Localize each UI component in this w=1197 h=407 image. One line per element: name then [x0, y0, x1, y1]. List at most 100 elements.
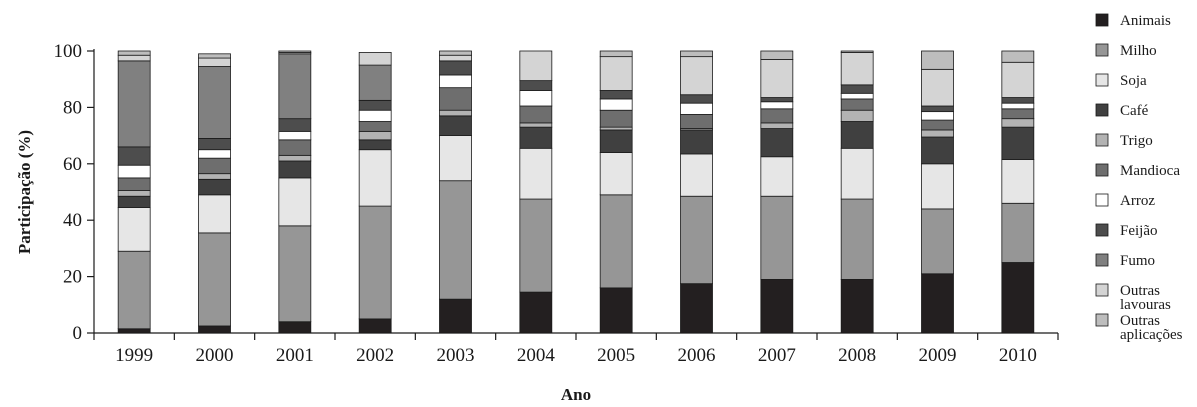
- x-tick-label: 2000: [196, 345, 234, 366]
- chart-bars: [117, 50, 1035, 334]
- bar-segment: [358, 130, 392, 141]
- bar-stack-2003: [439, 50, 472, 334]
- bar-segment: [519, 291, 553, 334]
- bar-segment: [921, 129, 954, 138]
- legend-label: Milho: [1120, 43, 1157, 59]
- bar-segment: [117, 195, 151, 208]
- y-tick-label: 100: [54, 41, 83, 62]
- x-tick-label: 2007: [758, 345, 796, 366]
- bar-segment: [680, 153, 713, 197]
- y-tick-label: 0: [73, 323, 83, 344]
- bar-segment: [117, 60, 151, 148]
- bar-segment: [760, 128, 794, 158]
- bar-segment: [840, 121, 874, 149]
- bar-segment: [680, 50, 713, 58]
- bar-segment: [278, 160, 312, 179]
- bar-segment: [680, 129, 713, 155]
- legend-swatch: [1095, 283, 1109, 297]
- bar-segment: [921, 136, 954, 165]
- bar-segment: [198, 178, 231, 196]
- bar-segment: [1001, 262, 1035, 334]
- bar-stack-2006: [680, 50, 713, 334]
- bar-segment: [840, 92, 874, 100]
- bar-segment: [599, 109, 633, 128]
- bar-segment: [278, 118, 312, 132]
- x-tick-label: 2001: [276, 345, 314, 366]
- bar-segment: [519, 126, 553, 149]
- bar-segment: [358, 121, 392, 132]
- x-tick-label: 2002: [356, 345, 394, 366]
- y-tick-label: 40: [63, 210, 82, 231]
- bar-segment: [519, 198, 553, 293]
- bar-segment: [1001, 202, 1035, 263]
- bar-segment: [278, 154, 312, 162]
- bar-segment: [599, 152, 633, 196]
- y-tick-label: 60: [63, 154, 82, 175]
- bar-segment: [599, 98, 633, 111]
- bar-segment: [117, 164, 151, 179]
- bar-segment: [1001, 118, 1035, 128]
- bar-segment: [1001, 61, 1035, 98]
- bar-segment: [840, 147, 874, 200]
- legend-label: Outras lavouras: [1120, 283, 1171, 313]
- bar-segment: [1001, 108, 1035, 120]
- bar-stack-2000: [198, 53, 231, 334]
- bar-segment: [840, 52, 874, 86]
- y-tick-label: 20: [63, 267, 82, 288]
- bar-segment: [760, 97, 794, 103]
- bar-segment: [117, 250, 151, 330]
- bar-segment: [760, 156, 794, 197]
- bar-segment: [519, 80, 553, 91]
- legend-swatch: [1095, 13, 1109, 27]
- bar-segment: [439, 74, 472, 89]
- bar-segment: [680, 114, 713, 129]
- bar-segment: [760, 59, 794, 98]
- bar-stack-2005: [599, 50, 633, 334]
- bar-segment: [439, 54, 472, 62]
- bar-segment: [198, 194, 231, 234]
- x-tick-label: 2004: [517, 345, 556, 366]
- bar-segment: [599, 129, 633, 153]
- bar-segment: [439, 109, 472, 117]
- bar-segment: [278, 225, 312, 323]
- bar-segment: [599, 90, 633, 100]
- bar-stack-2010: [1001, 50, 1035, 334]
- bar-segment: [519, 122, 553, 128]
- bar-segment: [439, 298, 472, 334]
- legend-label: Soja: [1120, 73, 1147, 89]
- legend-label: Feijão: [1120, 223, 1158, 239]
- bar-segment: [760, 279, 794, 334]
- bar-segment: [680, 283, 713, 334]
- bar-segment: [198, 53, 231, 59]
- bar-stack-2008: [840, 50, 874, 334]
- bar-segment: [278, 53, 312, 120]
- bar-segment: [921, 50, 954, 70]
- x-axis-title: Ano: [561, 385, 591, 404]
- bar-segment: [921, 105, 954, 113]
- bar-segment: [198, 57, 231, 67]
- bar-segment: [519, 147, 553, 200]
- x-tick-label: 2009: [919, 345, 957, 366]
- bar-segment: [680, 94, 713, 104]
- bar-segment: [519, 50, 553, 82]
- bar-segment: [278, 50, 312, 53]
- legend-swatch: [1095, 103, 1109, 117]
- bar-segment: [358, 52, 392, 66]
- bar-segment: [921, 119, 954, 131]
- bar-segment: [358, 318, 392, 334]
- bar-segment: [117, 146, 151, 166]
- x-tick-label: 2008: [838, 345, 876, 366]
- bar-segment: [840, 109, 874, 122]
- legend-label: Animais: [1120, 13, 1171, 29]
- bar-segment: [198, 66, 231, 139]
- bar-segment: [921, 163, 954, 210]
- chart-axes: 0 20 40 60 80 100 1999 2000 2001 2002 2003 2004 2005…: [54, 41, 1059, 366]
- bar-segment: [680, 56, 713, 96]
- bar-segment: [439, 50, 472, 56]
- bar-stack-2001: [278, 50, 312, 334]
- legend-label: Trigo: [1120, 133, 1153, 149]
- bar-segment: [840, 84, 874, 94]
- bar-stack-2002: [358, 52, 392, 334]
- bar-segment: [278, 130, 312, 141]
- bar-segment: [198, 149, 231, 159]
